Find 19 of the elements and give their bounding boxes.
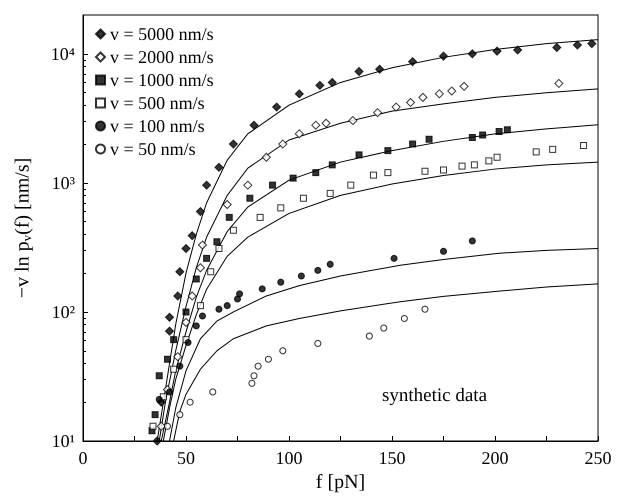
y-tick-label: 10³ (52, 172, 76, 193)
legend-label: v = 100 nm/s (110, 116, 205, 136)
y-tick-label: 10¹ (52, 431, 75, 451)
legend-label: v = 500 nm/s (110, 93, 205, 113)
legend-label: v = 1000 nm/s (110, 70, 214, 90)
x-tick-label: 200 (482, 448, 508, 468)
y-axis-title: −v ln pv(f) [nm/s] (12, 158, 34, 298)
x-tick-label: 0 (78, 448, 88, 468)
x-tick-label: 100 (276, 448, 302, 468)
x-tick-label: 250 (584, 448, 612, 468)
legend-label: v = 50 nm/s (110, 139, 196, 159)
y-tick-label: 10⁴ (50, 44, 75, 64)
x-tick-label: 50 (177, 448, 195, 468)
y-tick-label: 10² (52, 302, 75, 322)
x-tick-label: 150 (378, 448, 406, 468)
x-axis-title: f [pN] (316, 470, 366, 493)
annotation: synthetic data (382, 385, 488, 406)
legend-label: v = 2000 nm/s (110, 47, 214, 67)
legend-label: v = 5000 nm/s (110, 24, 214, 44)
